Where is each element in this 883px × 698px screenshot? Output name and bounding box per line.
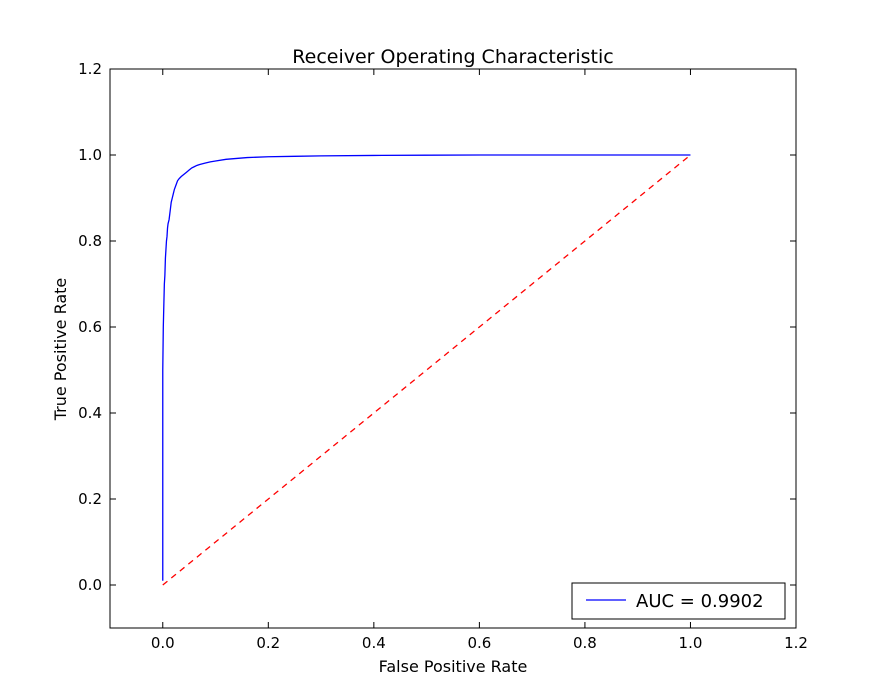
legend: AUC = 0.9902 <box>571 582 786 620</box>
y-tick-label: 1.0 <box>78 146 102 164</box>
y-tick-label: 0.2 <box>78 490 102 508</box>
y-axis: 0.0 0.2 0.4 0.6 0.8 1.0 1.2 <box>78 60 796 594</box>
x-tick-label: 0.8 <box>573 634 597 652</box>
x-tick-label: 0.2 <box>256 634 280 652</box>
x-tick-label: 1.0 <box>679 634 703 652</box>
legend-box <box>571 582 786 620</box>
y-tick-label: 0.0 <box>78 576 102 594</box>
diagonal-reference-line <box>162 154 691 586</box>
x-axis: 0.0 0.2 0.4 0.6 0.8 1.0 1.2 <box>151 69 808 652</box>
y-tick-label: 0.6 <box>78 318 102 336</box>
x-tick-label: 0.4 <box>362 634 386 652</box>
x-tick-label: 0.6 <box>467 634 491 652</box>
x-tick-label: 0.0 <box>151 634 175 652</box>
plot-frame <box>109 68 797 629</box>
roc-curve <box>162 154 691 581</box>
plot-area <box>162 154 691 586</box>
chart-title: Receiver Operating Characteristic <box>292 46 613 68</box>
y-tick-label: 0.4 <box>78 404 102 422</box>
y-tick-label: 0.8 <box>78 232 102 250</box>
y-axis-label: True Positive Rate <box>51 278 70 422</box>
x-tick-label: 1.2 <box>784 634 808 652</box>
legend-label-roc: AUC = 0.9902 <box>636 591 764 612</box>
x-axis-label: False Positive Rate <box>379 657 528 676</box>
y-tick-label: 1.2 <box>78 60 102 78</box>
